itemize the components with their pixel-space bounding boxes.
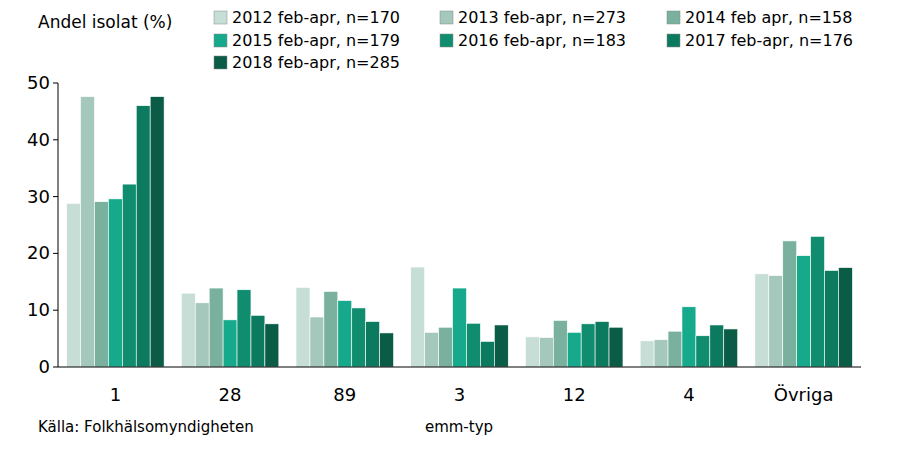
source-note: Källa: Folkhälsomyndigheten (38, 418, 254, 436)
x-tick-label: 12 (563, 384, 586, 405)
bar (237, 290, 251, 367)
bar (682, 307, 696, 367)
bar (494, 325, 508, 367)
x-tick-label: 4 (683, 384, 694, 405)
bar (81, 97, 95, 367)
y-axis (58, 83, 59, 367)
bar (640, 341, 654, 367)
legend-swatch (667, 34, 680, 47)
x-tick-label: 89 (333, 384, 356, 405)
legend-swatch (214, 56, 227, 69)
x-tick-label: 28 (219, 384, 242, 405)
legend-label: 2015 feb-apr, n=179 (232, 31, 400, 50)
y-tick (53, 310, 58, 311)
bar (94, 202, 108, 367)
bar (654, 340, 668, 367)
y-tick (53, 139, 58, 140)
x-axis-label: emm-typ (425, 418, 493, 436)
bar (67, 203, 81, 367)
bar (136, 106, 150, 367)
bar (265, 324, 279, 367)
bar (310, 317, 324, 367)
legend-label: 2014 feb apr, n=158 (685, 8, 852, 27)
bar (769, 276, 783, 367)
bar (553, 320, 567, 367)
bar (209, 288, 223, 367)
y-tick-label: 0 (39, 356, 50, 377)
legend-label: 2016 feb-apr, n=183 (458, 31, 626, 50)
bar (838, 268, 852, 367)
bar (595, 322, 609, 367)
bar (411, 267, 425, 367)
legend-swatch (214, 34, 227, 47)
y-tick (53, 253, 58, 254)
bar (338, 301, 352, 367)
bar (480, 341, 494, 367)
bar (251, 315, 265, 367)
y-tick-label: 20 (27, 242, 50, 263)
bar (609, 327, 623, 367)
bar (223, 320, 237, 367)
y-tick-label: 40 (27, 129, 50, 150)
legend-label: 2017 feb-apr, n=176 (685, 31, 853, 50)
y-tick (53, 367, 58, 368)
bar (466, 323, 480, 367)
bar (811, 236, 825, 367)
bar (825, 270, 839, 367)
bar (797, 256, 811, 367)
x-tick-label: 3 (454, 384, 465, 405)
bar (296, 287, 310, 367)
bar (783, 241, 797, 367)
bar (696, 336, 710, 367)
bar (380, 333, 394, 367)
legend-swatch (440, 11, 453, 24)
x-tick-label: Övriga (774, 384, 834, 405)
bar (668, 331, 682, 367)
legend-swatch (667, 11, 680, 24)
y-tick-label: 50 (27, 72, 50, 93)
legend-label: 2012 feb-apr, n=170 (232, 8, 400, 27)
y-tick-label: 10 (27, 299, 50, 320)
bar (710, 325, 724, 367)
bar (724, 329, 738, 367)
legend-label: 2018 feb-apr, n=285 (232, 53, 400, 72)
bar (525, 337, 539, 367)
bar (352, 308, 366, 367)
legend-swatch (214, 11, 227, 24)
bar (122, 184, 136, 367)
bar (108, 199, 122, 367)
y-tick (53, 196, 58, 197)
bar (425, 332, 439, 367)
y-axis-label: Andel isolat (%) (38, 12, 172, 32)
bar (539, 337, 553, 367)
bar (755, 274, 769, 367)
bar (453, 288, 467, 367)
y-tick (53, 83, 58, 84)
legend-swatch (440, 34, 453, 47)
bar (324, 291, 338, 367)
x-tick-label: 1 (110, 384, 121, 405)
bar (439, 327, 453, 367)
bar (150, 97, 164, 367)
y-tick-label: 30 (27, 186, 50, 207)
bar (567, 332, 581, 367)
legend-label: 2013 feb-apr, n=273 (458, 8, 626, 27)
chart: 0 10 20 30 40 50 1 28 89 3 12 4 Övriga Andel isolat (… (0, 0, 898, 453)
bar (581, 324, 595, 367)
bar (366, 322, 380, 367)
bar (181, 293, 195, 367)
x-axis (58, 367, 861, 368)
bars (67, 97, 853, 367)
bar (195, 303, 209, 367)
